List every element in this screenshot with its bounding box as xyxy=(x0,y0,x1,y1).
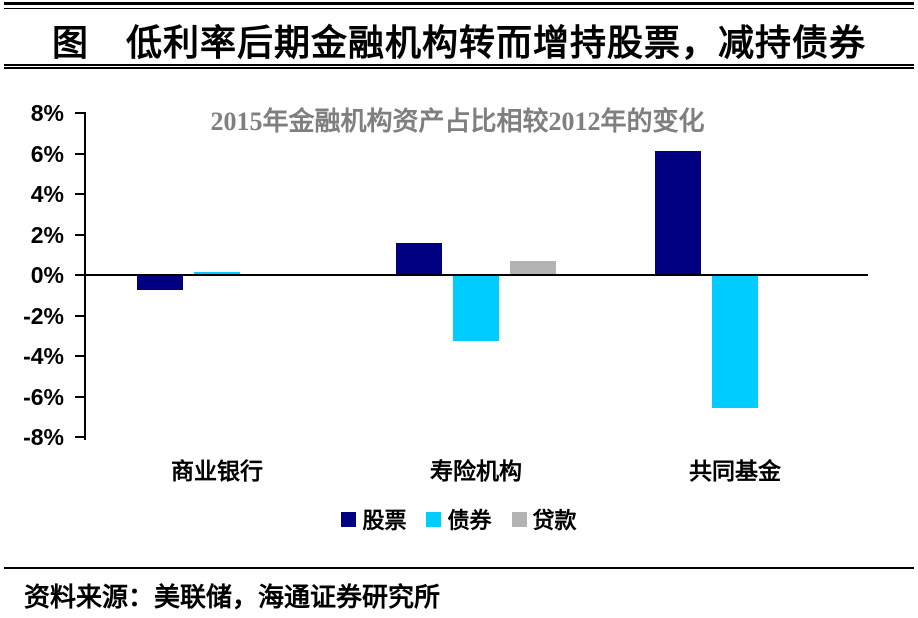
source-divider xyxy=(4,567,914,569)
figure-title: 图 低利率后期金融机构转而增持股票，减持债券 xyxy=(51,23,866,63)
y-axis-tick-label: 8% xyxy=(30,100,64,126)
bar-series1-cat2 xyxy=(712,276,758,408)
bar-series0-cat2 xyxy=(655,151,701,275)
title-divider-lower xyxy=(4,67,914,69)
title-divider-upper xyxy=(4,64,914,66)
top-rule-thick xyxy=(4,2,914,5)
x-category-label: 寿险机构 xyxy=(430,459,522,484)
y-axis-tick xyxy=(75,112,85,114)
y-axis-tick xyxy=(75,233,85,236)
y-axis-tick-label: -4% xyxy=(23,343,64,369)
bar-series2-cat1 xyxy=(510,260,556,275)
y-axis-tick xyxy=(75,355,85,357)
legend-label: 股票 xyxy=(362,508,407,533)
y-axis-tick-label: 6% xyxy=(30,140,64,167)
legend-item-1: 债券 xyxy=(426,503,492,535)
x-category-label: 共同基金 xyxy=(689,459,781,484)
legend-item-2: 贷款 xyxy=(511,503,577,535)
y-axis-tick-label: -2% xyxy=(23,302,64,329)
y-axis-tick xyxy=(75,152,85,155)
chart-legend: 股票 债券 贷款 xyxy=(0,503,918,535)
y-axis-tick-label: 0% xyxy=(30,262,64,288)
y-axis-tick xyxy=(75,193,85,195)
zero-baseline xyxy=(85,274,868,276)
bar-series0-cat1 xyxy=(396,242,442,275)
chart-title: 2015年金融机构资产占比相较2012年的变化 xyxy=(210,107,705,136)
top-rule-thin xyxy=(4,8,914,9)
y-axis-line xyxy=(84,112,86,440)
legend-swatch-icon xyxy=(511,511,527,527)
legend-label: 债券 xyxy=(447,508,492,533)
y-axis-tick xyxy=(75,314,85,317)
source-text: 资料来源：美联储，海通证券研究所 xyxy=(24,583,441,612)
legend-item-0: 股票 xyxy=(341,503,406,535)
y-axis-tick xyxy=(75,274,85,276)
legend-swatch-icon xyxy=(426,511,442,527)
y-axis-tick-label: -6% xyxy=(23,383,64,410)
y-axis-tick xyxy=(75,395,85,398)
legend-swatch-icon xyxy=(341,511,357,527)
y-axis-tick-label: 2% xyxy=(30,221,64,248)
y-axis-tick-label: -8% xyxy=(23,424,64,450)
bar-series1-cat0 xyxy=(194,271,240,275)
legend-label: 贷款 xyxy=(532,508,577,533)
x-category-label: 商业银行 xyxy=(171,459,263,484)
y-axis-tick xyxy=(75,436,85,438)
y-axis-tick-label: 4% xyxy=(30,181,64,207)
bar-series1-cat1 xyxy=(453,276,499,341)
bar-series0-cat0 xyxy=(137,276,183,291)
